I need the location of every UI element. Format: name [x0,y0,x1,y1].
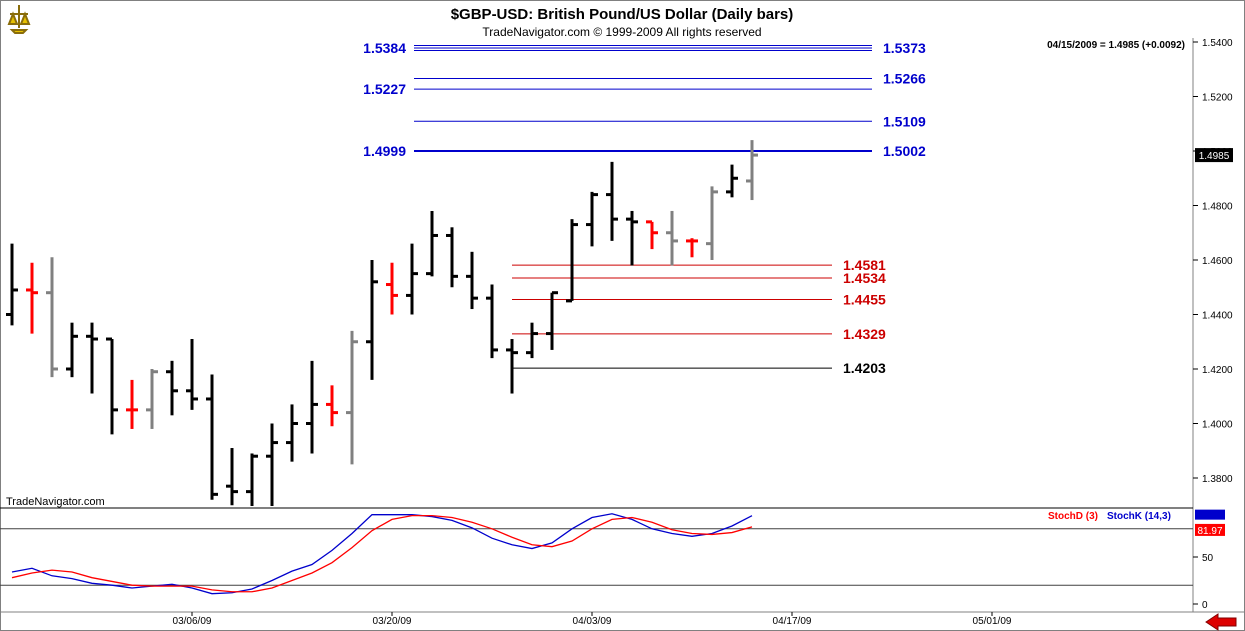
stochd-value-tag [1195,523,1225,536]
price-bars [6,140,758,506]
stoch-legend-d: StochD (3) [1048,511,1098,522]
y-tick-label: 1.4800 [1202,202,1233,213]
y-tick-label: 1.3800 [1202,474,1233,485]
ohlc-bar [466,251,478,310]
ohlc-bar [666,210,678,266]
ohlc-bar [526,322,538,359]
ohlc-bar [606,161,618,241]
ohlc-bar [146,369,158,429]
ohlc-bar [626,210,638,266]
x-tick-label: 05/01/09 [973,616,1012,627]
y-tick-label: 1.4600 [1202,256,1233,267]
x-tick-label: 04/17/09 [773,616,812,627]
ohlc-bar [26,262,38,334]
ohlc-bar [166,360,178,416]
ohlc-bar [6,243,18,326]
fib-level-label: 1.4534 [843,270,886,286]
tradenavigator-logo-icon [4,2,34,36]
x-tick-label: 03/20/09 [373,616,412,627]
ohlc-bar [726,164,738,198]
chart-copyright: TradeNavigator.com © 1999-2009 All right… [482,25,761,39]
ohlc-bar [546,291,558,350]
y-tick-label: 1.4400 [1202,311,1233,322]
ohlc-bar [226,448,238,506]
fib-level-label: 1.5384 [363,40,406,56]
ohlc-bar [746,140,758,201]
fib-level-label: 1.5373 [883,40,926,56]
ohlc-bar [506,339,518,394]
fib-level-label: 1.4999 [363,143,406,159]
stochd-value-label: 81.97 [1197,526,1222,537]
fib-level-label: 1.5002 [883,143,926,159]
y-tick-label: 1.5400 [1202,38,1233,49]
fib-level-label: 1.5266 [883,71,926,87]
last-quote-label: 04/15/2009 = 1.4985 (+0.0092) [1047,40,1185,51]
ohlc-bar [326,385,338,427]
last-price-label: 1.4985 [1199,151,1230,162]
y-tick-label: 1.4000 [1202,420,1233,431]
stoch-y-tick-label: 0 [1202,600,1208,611]
ohlc-bar [106,337,118,435]
ohlc-bar [246,453,258,506]
stochastic-panel: 50 0 StochD (3) StochK (14,3) 81.97 [0,509,1225,611]
fib-level-label: 1.5109 [883,113,926,129]
ohlc-bar [366,260,378,380]
fib-level-label: 1.4581 [843,257,886,273]
ohlc-bar [46,257,58,378]
arrow-left-icon [1205,613,1237,631]
last-price-tag [1195,148,1233,163]
ohlc-bar [386,262,398,315]
ohlc-bar [286,404,298,462]
stoch-legend-k: StochK (14,3) [1107,511,1171,522]
ohlc-bar [306,360,318,454]
price-axis: 1.54001.52001.50001.48001.46001.44001.42… [1193,38,1233,485]
fib-level-label: 1.4203 [843,360,886,376]
fibonacci-levels: 1.5384 1.5373 1.5266 1.5227 1.5109 1.4999 1.50… [363,40,926,376]
fib-level-label: 1.4455 [843,292,886,308]
ohlc-bar [206,374,218,500]
x-tick-label: 03/06/09 [173,616,212,627]
ohlc-bar [66,322,78,378]
scroll-left-button[interactable] [1205,613,1237,631]
stoch-series-line [11,514,753,593]
y-tick-label: 1.5200 [1202,93,1233,104]
watermark-text: TradeNavigator.com [6,496,105,508]
ohlc-bar [706,186,718,260]
ohlc-bar [406,243,418,315]
y-tick-label: 1.4200 [1202,365,1233,376]
fib-level-label: 1.5227 [363,81,406,97]
ohlc-bar [686,238,698,258]
ohlc-bar [646,220,658,250]
ohlc-bar [446,227,458,288]
ohlc-bar [486,284,498,359]
ohlc-bar [266,423,278,506]
ohlc-bar [566,219,578,303]
fib-level-label: 1.4329 [843,326,886,342]
stoch-y-tick-label: 50 [1202,553,1214,564]
chart-title: $GBP-USD: British Pound/US Dollar (Daily… [451,6,794,23]
date-axis: 03/06/09 03/20/09 04/03/09 04/17/09 05/01/09 [173,612,1012,627]
x-tick-label: 04/03/09 [573,616,612,627]
ohlc-bar [426,210,438,277]
ohlc-bar [126,379,138,429]
ohlc-bar [86,322,98,394]
ohlc-bar [186,339,198,410]
stochk-value-tag [1195,509,1225,520]
ohlc-bar [586,191,598,247]
ohlc-bar [346,330,358,465]
